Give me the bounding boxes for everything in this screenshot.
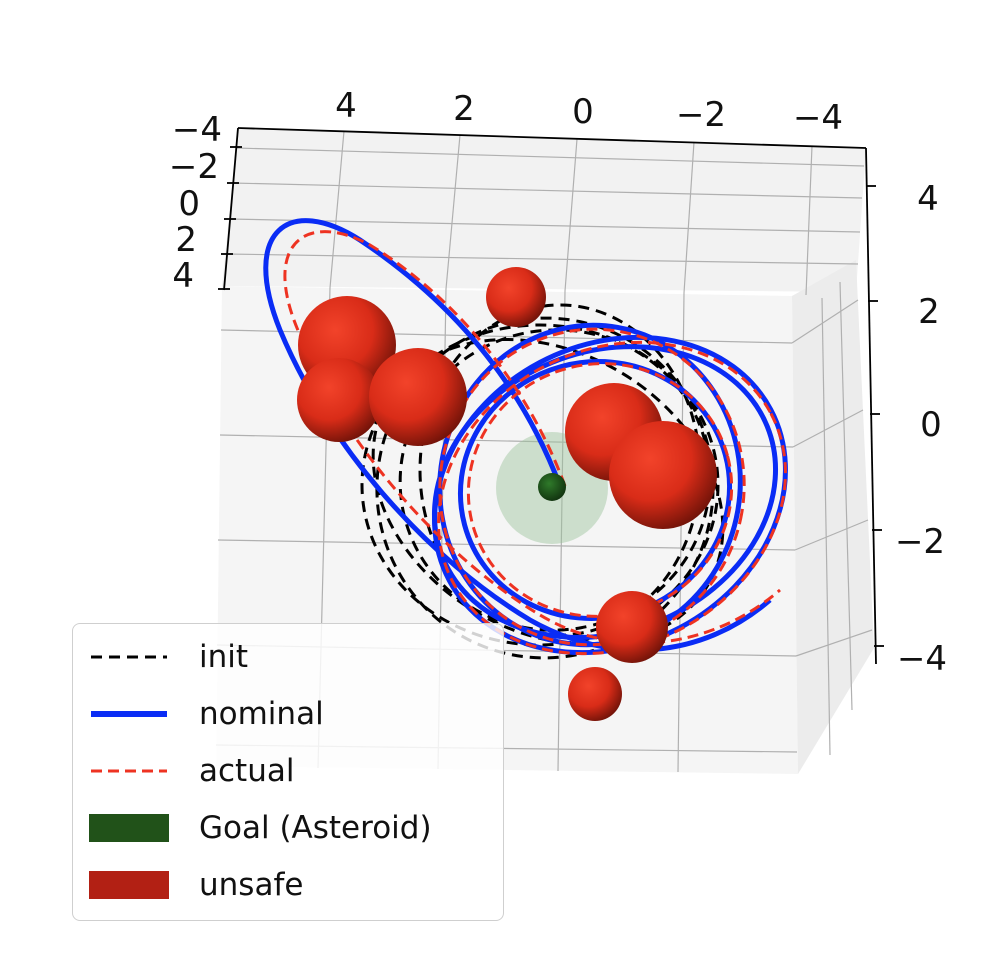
grid-lines <box>215 130 873 773</box>
unsafe-sphere <box>369 348 467 446</box>
z-axis-ticks: 4 2 0 −2 −4 <box>895 179 947 679</box>
z-tick: 0 <box>920 405 942 445</box>
legend-label: nominal <box>199 696 324 732</box>
z-tick: 2 <box>918 292 940 332</box>
legend-label: unsafe <box>199 867 304 903</box>
legend-key-nominal <box>89 694 169 734</box>
axis-lines <box>223 127 877 665</box>
x-tick: 0 <box>572 92 594 132</box>
y-axis-ticks: −4 −2 0 2 4 <box>169 110 222 296</box>
x-tick: 4 <box>335 86 357 126</box>
axis-tick-marks <box>218 146 884 647</box>
x-tick: −2 <box>676 95 726 135</box>
y-tick: 2 <box>175 220 197 260</box>
unsafe-obstacles <box>297 267 717 721</box>
legend-key-unsafe <box>89 865 169 905</box>
legend-key-goal <box>89 808 169 848</box>
actual-loop <box>437 340 787 656</box>
legend-label: init <box>199 639 249 675</box>
actual-loop <box>438 327 746 647</box>
y-tick: 0 <box>178 184 200 224</box>
legend-key-init <box>89 637 169 677</box>
init-loop <box>360 323 720 647</box>
legend-entry-nominal: nominal <box>89 694 324 734</box>
unsafe-sphere <box>297 358 381 442</box>
x-tick: −4 <box>793 98 843 138</box>
legend-entry-init: init <box>89 637 248 677</box>
actual-loop <box>466 362 734 618</box>
legend-label: actual <box>199 753 295 789</box>
legend-label: Goal (Asteroid) <box>199 810 432 846</box>
y-tick: −2 <box>169 147 219 187</box>
goal-asteroid <box>538 473 566 501</box>
y-tick: 4 <box>172 256 194 296</box>
z-tick: −2 <box>895 522 945 562</box>
unsafe-sphere <box>609 421 717 529</box>
z-tick: −4 <box>897 639 947 679</box>
unsafe-sphere <box>568 667 622 721</box>
legend-key-actual <box>89 751 169 791</box>
x-axis-ticks: 4 2 0 −2 −4 <box>335 86 843 138</box>
z-tick: 4 <box>917 179 939 219</box>
legend-entry-actual: actual <box>89 751 294 791</box>
legend-entry-unsafe: unsafe <box>89 865 303 905</box>
nominal-loop <box>432 334 788 656</box>
legend: init nominal actual Goal (Asteroid) unsa… <box>72 623 504 921</box>
legend-entry-goal: Goal (Asteroid) <box>89 808 432 848</box>
x-tick: 2 <box>453 89 475 129</box>
unsafe-sphere <box>596 591 668 663</box>
unsafe-sphere <box>486 267 546 327</box>
y-tick: −4 <box>172 110 222 150</box>
